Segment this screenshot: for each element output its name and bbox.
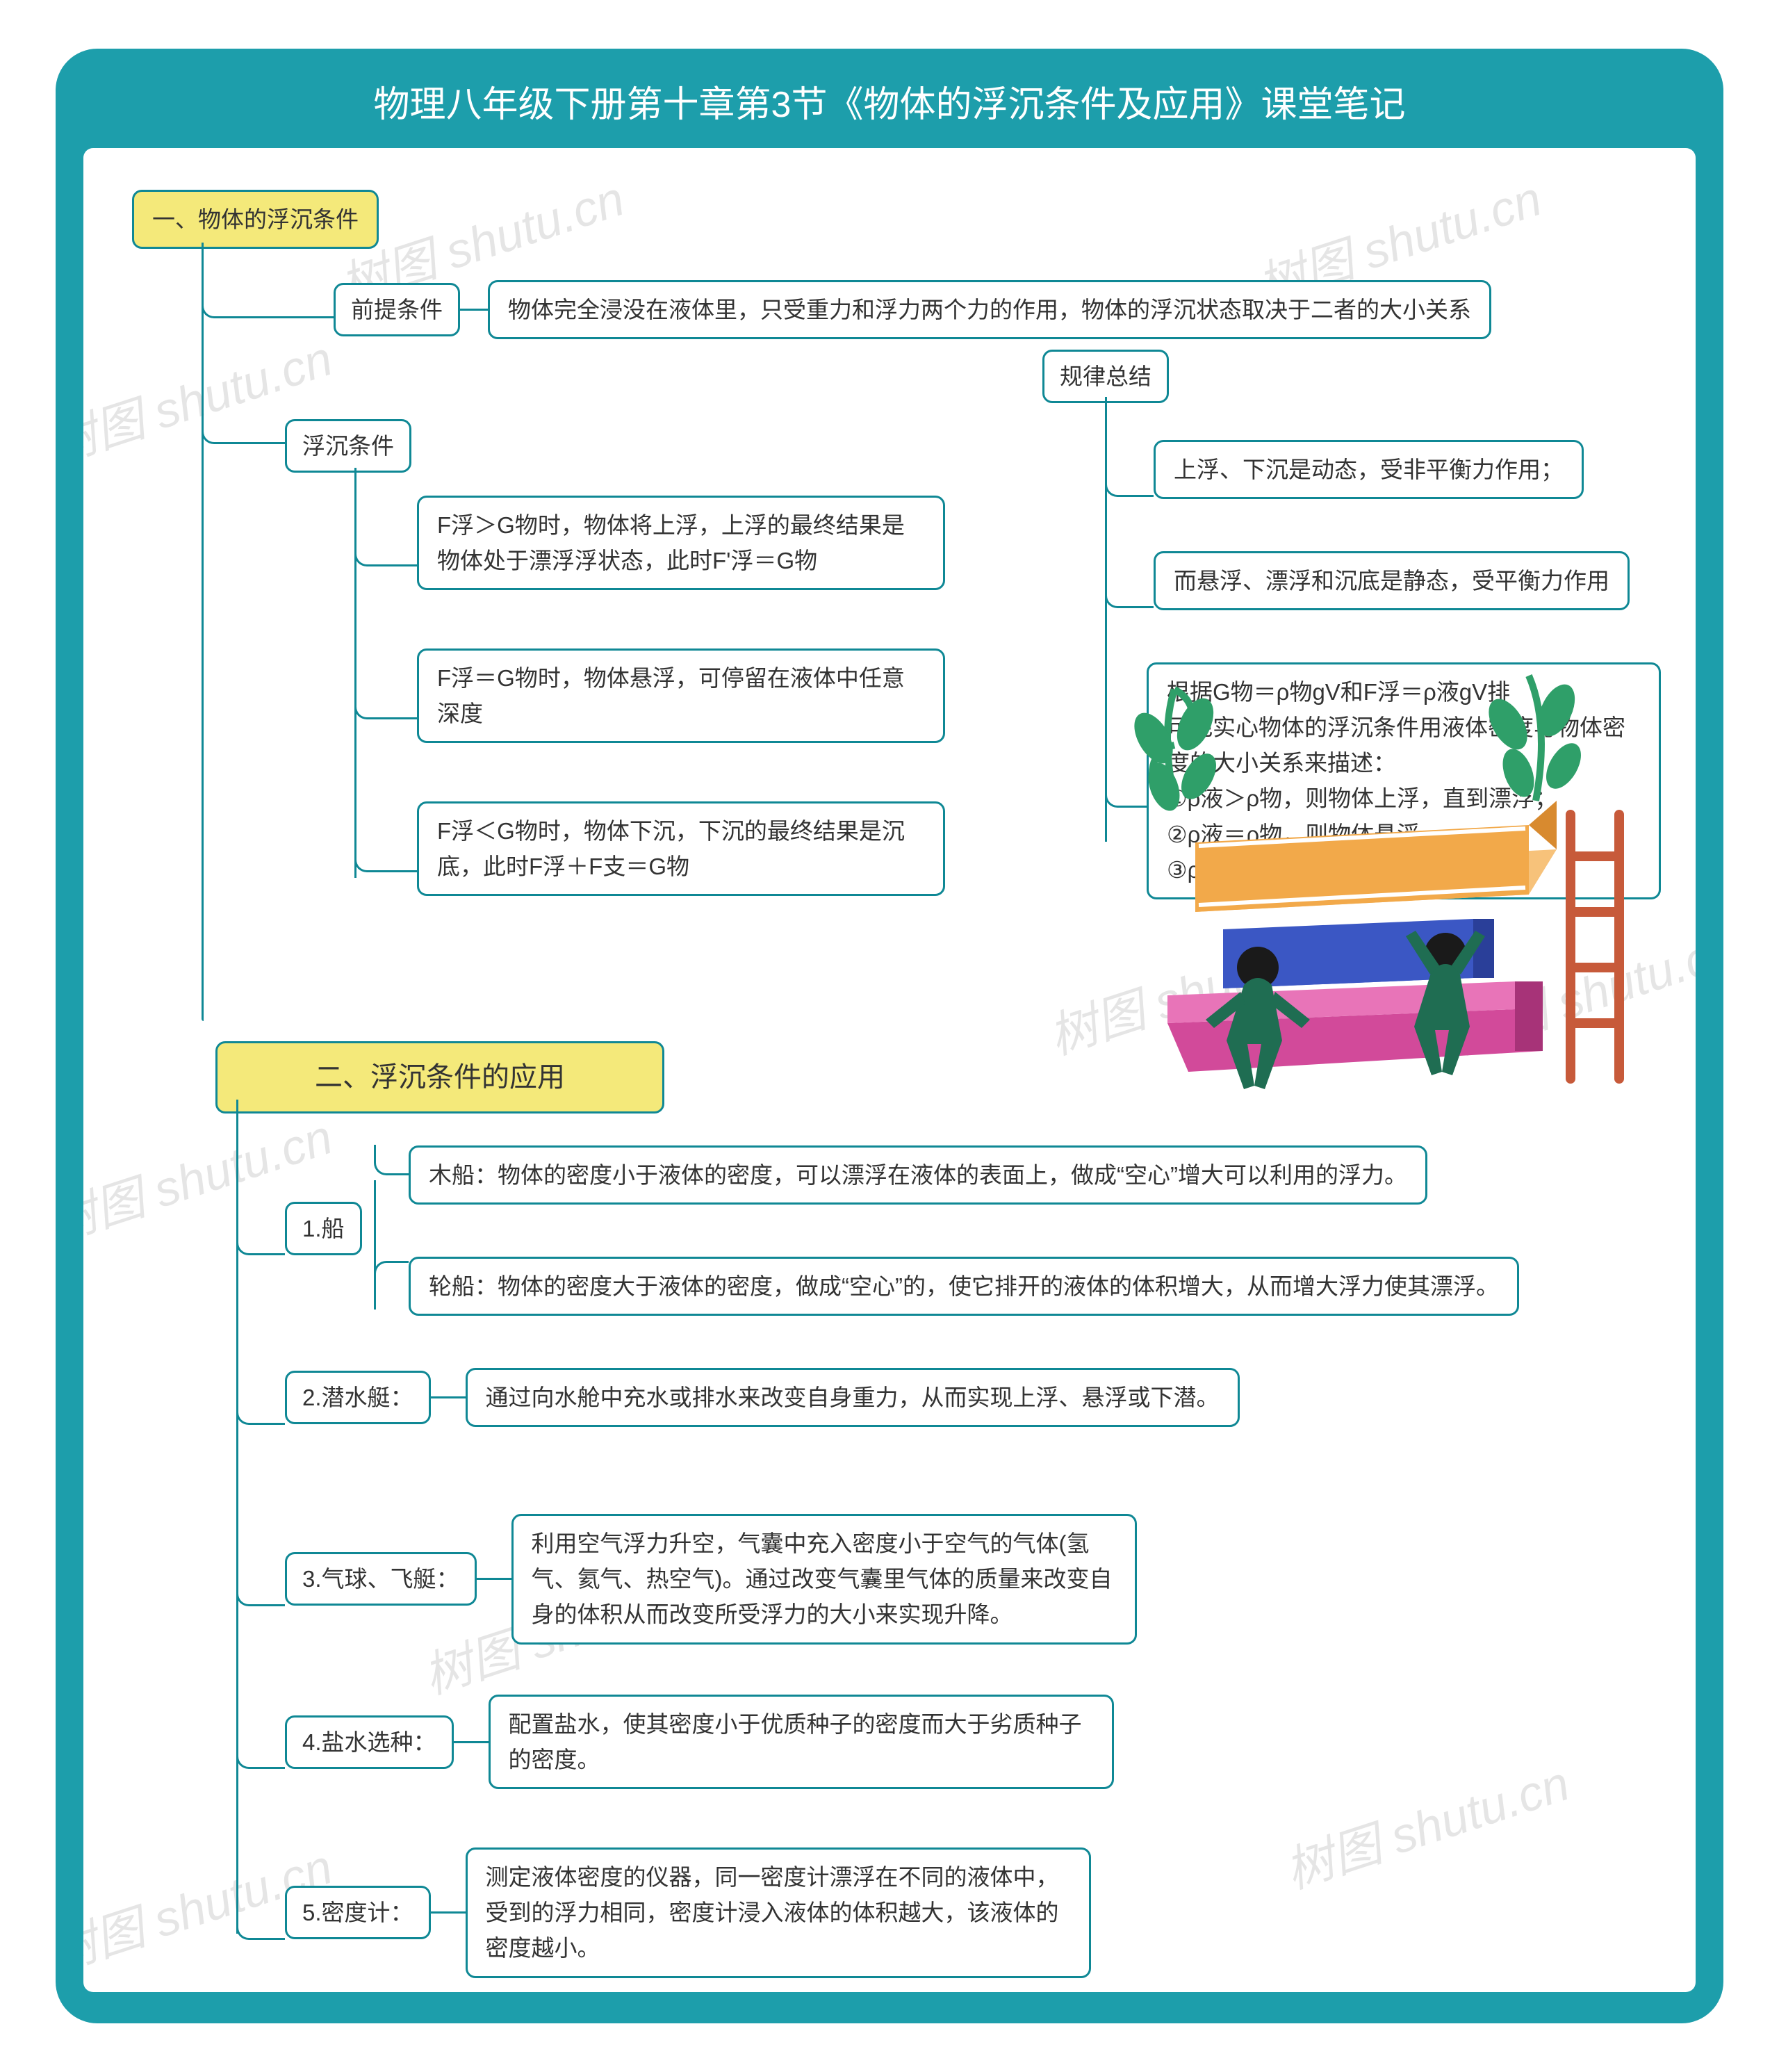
app-item-1: 1.船 [236,1201,362,1255]
watermark: 树图 shutu.cn [1275,1745,1577,1902]
app-1-child-1: 木船：物体的密度小于液体的密度，可以漂浮在液体的表面上，做成“空心”增大可以利用… [374,1145,1427,1205]
outer-frame: 物理八年级下册第十章第3节《物体的浮沉条件及应用》课堂笔记 树图 shutu.c… [0,0,1779,2072]
conditions-label: 浮沉条件 [285,419,411,473]
app-1-child-2-text: 轮船：物体的密度大于液体的密度，做成“空心”的，使它排开的液体的体积增大，从而增… [409,1257,1519,1316]
rule-item-2: 而悬浮、漂浮和沉底是静态，受平衡力作用 [1105,551,1630,610]
app-text-2: 通过向水舱中充水或排水来改变自身重力，从而实现上浮、悬浮或下潜。 [466,1368,1240,1427]
rule-text-1: 上浮、下沉是动态，受非平衡力作用； [1154,440,1584,499]
teal-frame: 物理八年级下册第十章第3节《物体的浮沉条件及应用》课堂笔记 树图 shutu.c… [56,49,1723,2023]
connector [202,243,204,1021]
books-illustration [1084,662,1654,1107]
app-1-child-2: 轮船：物体的密度大于液体的密度，做成“空心”的，使它排开的液体的体积增大，从而增… [374,1257,1519,1316]
rule-item-1: 上浮、下沉是动态，受非平衡力作用； [1105,440,1584,499]
preconditions-text: 物体完全浸没在液体里，只受重力和浮力两个力的作用，物体的浮沉状态取决于二者的大小… [488,280,1491,339]
app-label-4: 4.盐水选种： [285,1715,454,1769]
condition-text-3: F浮＜G物时，物体下沉，下沉的最终结果是沉底，此时F浮＋F支＝G物 [417,801,945,896]
app-1-child-1-text: 木船：物体的密度小于液体的密度，可以漂浮在液体的表面上，做成“空心”增大可以利用… [409,1145,1427,1205]
page-title: 物理八年级下册第十章第3节《物体的浮沉条件及应用》课堂笔记 [83,75,1696,127]
condition-item-2: F浮＝G物时，物体悬浮，可停留在液体中任意深度 [354,648,945,743]
preconditions-label: 前提条件 [334,283,460,336]
app-item-4: 4.盐水选种： 配置盐水，使其密度小于优质种子的密度而大于劣质种子的密度。 [236,1695,1114,1789]
content-panel: 树图 shutu.cn 树图 shutu.cn 树图 shutu.cn 树图 s… [83,148,1696,1992]
section-2: 二、浮沉条件的应用 1.船 木船：物体的密度小于液体的密度，可以漂浮在液体的表面… [118,1041,1661,1114]
rule-text-2: 而悬浮、漂浮和沉底是静态，受平衡力作用 [1154,551,1630,610]
condition-item-3: F浮＜G物时，物体下沉，下沉的最终结果是沉底，此时F浮＋F支＝G物 [354,801,945,896]
section-1: 一、物体的浮沉条件 前提条件 物体完全浸没在液体里，只受重力和浮力两个力的作用，… [118,190,1661,249]
app-text-4: 配置盐水，使其密度小于优质种子的密度而大于劣质种子的密度。 [489,1695,1114,1789]
app-label-1: 1.船 [285,1202,362,1255]
app-item-3: 3.气球、飞艇： 利用空气浮力升空，气囊中充入密度小于空气的气体(氢气、氦气、热… [236,1514,1137,1644]
app-label-3: 3.气球、飞艇： [285,1552,477,1606]
section-1-heading: 一、物体的浮沉条件 [132,190,379,249]
app-text-3: 利用空气浮力升空，气囊中充入密度小于空气的气体(氢气、氦气、热空气)。通过改变气… [511,1514,1137,1644]
app-item-5: 5.密度计： 测定液体密度的仪器，同一密度计漂浮在不同的液体中，受到的浮力相同，… [236,1847,1091,1977]
connector [202,405,285,444]
app-text-5: 测定液体密度的仪器，同一密度计漂浮在不同的液体中，受到的浮力相同，密度计浸入液体… [466,1847,1091,1977]
app-label-2: 2.潜水艇： [285,1371,431,1424]
app-item-2: 2.潜水艇： 通过向水舱中充水或排水来改变自身重力，从而实现上浮、悬浮或下潜。 [236,1368,1240,1427]
condition-text-1: F浮＞G物时，物体将上浮，上浮的最终结果是物体处于漂浮浮状态，此时F'浮＝G物 [417,496,945,590]
condition-item-1: F浮＞G物时，物体将上浮，上浮的最终结果是物体处于漂浮浮状态，此时F'浮＝G物 [354,496,945,590]
condition-text-2: F浮＝G物时，物体悬浮，可停留在液体中任意深度 [417,648,945,743]
rules-label: 规律总结 [1042,350,1169,403]
app-label-5: 5.密度计： [285,1886,431,1939]
section-2-heading: 二、浮沉条件的应用 [215,1041,664,1114]
preconditions-row: 前提条件 物体完全浸没在液体里，只受重力和浮力两个力的作用，物体的浮沉状态取决于… [202,280,1491,339]
